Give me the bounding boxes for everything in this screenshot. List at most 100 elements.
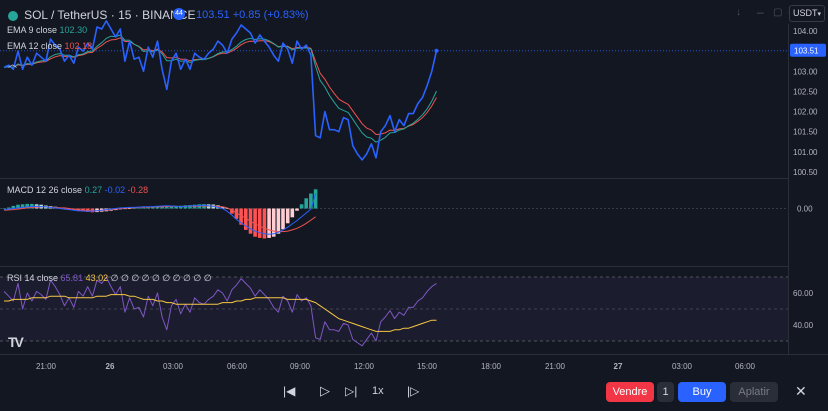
price-axis-tick: 104.00: [793, 27, 818, 36]
buy-button[interactable]: Buy: [678, 382, 726, 402]
price-axis-tick: 102.00: [793, 108, 818, 117]
macd-histogram-bar: [267, 208, 271, 238]
currency-selector[interactable]: USDT▾: [789, 5, 825, 22]
macd-histogram-bar: [127, 208, 132, 209]
macd-histogram-bar: [276, 208, 281, 234]
speed-label: 1x: [372, 385, 384, 397]
time-axis-tick: 27: [614, 362, 623, 371]
rsi-ma-line: [4, 294, 437, 332]
macd-signal-line: [3, 205, 316, 233]
ema9-line: [3, 34, 437, 143]
step-forward-button[interactable]: ▷|: [345, 384, 357, 398]
macd-line: [3, 193, 317, 235]
minimize-icon[interactable]: –: [757, 5, 764, 19]
buy-label: Buy: [692, 386, 712, 398]
macd-histogram-bar: [281, 208, 285, 230]
ema12-legend[interactable]: EMA 12 close 102.18: [7, 41, 92, 51]
rsi-na-marks: ∅ ∅ ∅ ∅ ∅ ∅ ∅ ∅ ∅ ∅: [110, 273, 212, 283]
maximize-icon[interactable]: ▢: [773, 7, 783, 18]
time-axis-tick: 06:00: [227, 362, 248, 371]
macd-histogram-bar: [290, 208, 295, 218]
jump-to-end-button[interactable]: |▷: [407, 384, 419, 398]
time-axis-tick: 03:00: [163, 362, 184, 371]
speed-button[interactable]: 1x: [372, 385, 384, 397]
ema9-legend[interactable]: EMA 9 close 102.30: [7, 25, 87, 35]
time-axis-tick: 21:00: [36, 362, 57, 371]
rsi-legend[interactable]: RSI 14 close 65.81 43.02 ∅ ∅ ∅ ∅ ∅ ∅ ∅ ∅…: [7, 273, 212, 284]
ema9-label: EMA 9 close: [7, 25, 58, 35]
price-axis-tick: 103.00: [793, 67, 818, 76]
macd-histogram-bar: [253, 208, 257, 237]
macd-histogram-bar: [230, 208, 234, 214]
collapse-legend-icon[interactable]: ︿: [8, 59, 18, 69]
macd-histogram-bar: [151, 207, 155, 209]
macd-value-3: -0.28: [127, 185, 149, 195]
macd-histogram-bar: [25, 203, 29, 209]
macd-histogram-bar: [146, 207, 150, 209]
replay-start-button[interactable]: |◀: [283, 384, 295, 398]
macd-histogram-bar: [164, 206, 169, 209]
ema9-value: 102.30: [59, 25, 88, 35]
time-axis-tick: 15:00: [417, 362, 438, 371]
price-axis-tick: 102.50: [793, 87, 818, 96]
tradingview-logo[interactable]: TV: [8, 334, 24, 350]
price-axis-tick: 100.50: [793, 168, 818, 177]
macd-histogram-bar: [174, 205, 178, 209]
macd-histogram-bar: [295, 208, 299, 211]
macd-histogram-bar: [132, 208, 136, 209]
tradingview-logo-text: TV: [8, 334, 24, 350]
time-axis-tick: 09:00: [290, 362, 311, 371]
last-price-label: 103.51: [794, 47, 819, 56]
price-line: [3, 20, 438, 161]
quantity-field[interactable]: 1: [657, 382, 674, 402]
macd-histogram-bar: [16, 204, 20, 209]
time-axis-tick: 12:00: [354, 362, 375, 371]
close-button[interactable]: ✕: [795, 383, 807, 400]
macd-axis-tick: 0.00: [797, 205, 813, 214]
ema12-value: 102.18: [64, 41, 93, 51]
symbol-status-icon: [8, 11, 18, 22]
chevron-down-icon: ▾: [817, 11, 821, 18]
macd-histogram-bar: [141, 207, 146, 209]
rsi-band: [0, 277, 788, 341]
macd-histogram-bar: [262, 208, 267, 239]
badge-count: 44: [175, 10, 183, 17]
price-axis-tick: 101.50: [793, 128, 818, 137]
close-icon: ✕: [795, 383, 807, 399]
sell-button[interactable]: Vendre: [606, 382, 654, 402]
time-axis-tick: 18:00: [481, 362, 502, 371]
play-button[interactable]: ▷: [320, 383, 330, 399]
down-arrow-icon[interactable]: ↓: [736, 7, 741, 18]
sell-label: Vendre: [612, 386, 648, 398]
jump-to-end-icon: |▷: [407, 384, 420, 398]
rsi-line: [3, 276, 437, 347]
step-forward-icon: ▷|: [345, 384, 358, 398]
macd-histogram-bar: [244, 208, 248, 230]
badge: 44: [173, 8, 185, 20]
price-axis-tick: 101.00: [793, 148, 818, 157]
macd-histogram-bar: [155, 206, 160, 209]
macd-histogram-bar: [313, 189, 318, 209]
macd-histogram-bar: [271, 208, 276, 237]
macd-histogram-bar: [2, 208, 6, 209]
macd-histogram-bar: [178, 205, 183, 209]
macd-histogram-bar: [220, 206, 225, 209]
ema12-label: EMA 12 close: [7, 41, 63, 51]
macd-histogram-bar: [123, 208, 127, 210]
symbol-title[interactable]: SOL / TetherUS · 15 · BINANCE: [24, 8, 196, 22]
time-axis-tick: 06:00: [735, 362, 756, 371]
last-price-label-bg: [790, 43, 826, 57]
macd-histogram-bar: [169, 206, 174, 209]
macd-histogram-bar: [257, 208, 262, 238]
flatten-label: Aplatir: [738, 386, 770, 398]
symbol-header: SOL / TetherUS · 15 · BINANCE: [8, 8, 195, 22]
macd-histogram-bar: [137, 208, 141, 209]
play-icon: ▷: [320, 383, 330, 398]
rsi-value-1: 65.81: [60, 273, 84, 283]
rsi-label: RSI 14 close: [7, 273, 59, 283]
macd-legend[interactable]: MACD 12 26 close 0.27 -0.02 -0.28: [7, 185, 148, 195]
macd-value-2: -0.02: [104, 185, 126, 195]
flatten-button[interactable]: Aplatir: [730, 382, 778, 402]
